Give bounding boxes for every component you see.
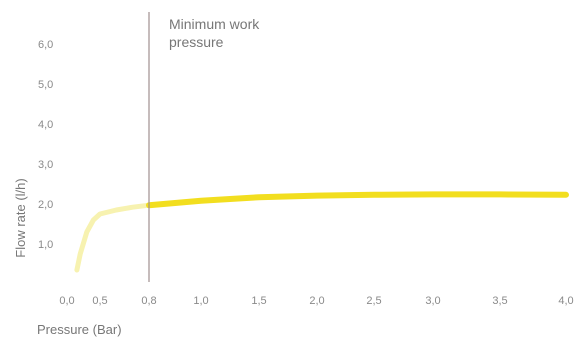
y-tick-label: 5,0 [38,79,53,91]
x-tick-label: 3,0 [425,295,440,307]
x-axis-title: Pressure (Bar) [37,322,122,337]
annotation-line-1: Minimum work [169,16,260,32]
series-line-below-minimum-pressure [74,202,152,273]
x-tick-label: 0,0 [59,295,74,307]
annotation-line-2: pressure [169,34,224,50]
y-tick-label: 2,0 [38,199,53,211]
y-tick-label: 1,0 [38,239,53,251]
minimum-pressure-annotation: Minimum work pressure [169,16,263,50]
y-tick-label: 3,0 [38,159,53,171]
x-tick-label: 0,5 [92,295,107,307]
x-tick-label: 3,5 [492,295,507,307]
y-tick-label: 4,0 [38,119,53,131]
x-tick-label: 2,5 [366,295,381,307]
x-tick-label: 0,8 [141,295,156,307]
y-axis-title: Flow rate (l/h) [13,178,28,257]
x-axis-ticks: 0,0 0,5 0,8 1,0 1,5 2,0 2,5 3,0 3,5 4,0 [59,295,573,307]
x-tick-label: 1,0 [193,295,208,307]
series-line-above-minimum-pressure [146,191,569,209]
y-axis-ticks: 1,0 2,0 3,0 4,0 5,0 6,0 [38,39,53,251]
y-tick-label: 6,0 [38,39,53,51]
x-tick-label: 4,0 [558,295,573,307]
x-tick-label: 1,5 [251,295,266,307]
series-layer [74,191,569,273]
x-tick-label: 2,0 [309,295,324,307]
